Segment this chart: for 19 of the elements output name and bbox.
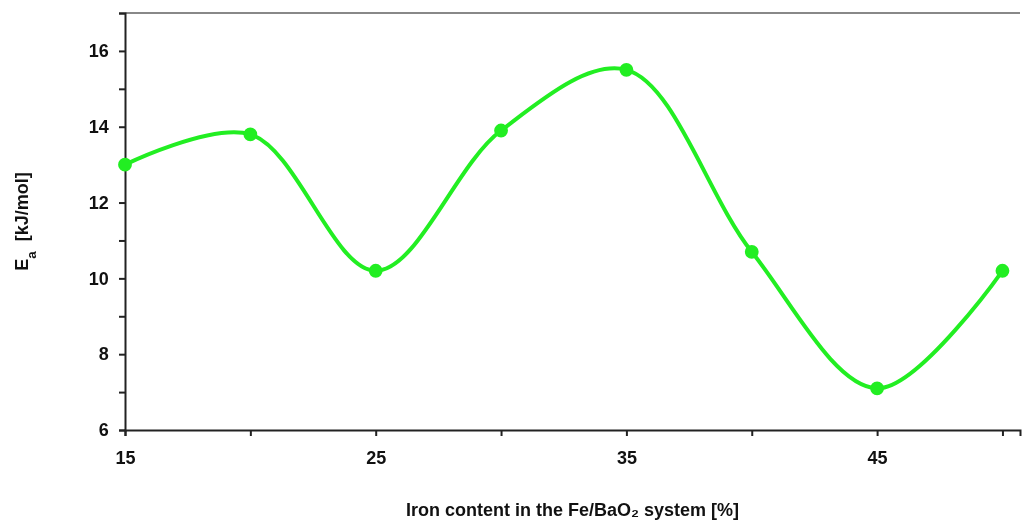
point	[870, 381, 885, 396]
y-tick-label: 10	[88, 268, 109, 289]
point	[744, 244, 759, 259]
x-tick-label: 25	[366, 448, 387, 469]
y-tick-label: 14	[88, 116, 109, 137]
point	[619, 62, 634, 77]
x-tick-label: 45	[867, 448, 888, 469]
point	[494, 123, 508, 138]
y-tick-label: 12	[88, 192, 109, 213]
point	[243, 127, 258, 142]
x-axis-title: Iron content in the Fe/BaO₂ system [%]	[405, 500, 740, 520]
y-tick-label: 6	[98, 420, 109, 441]
point	[368, 263, 383, 278]
y-tick-label: 8	[98, 344, 109, 365]
x-tick-label: 15	[115, 448, 136, 469]
point	[995, 263, 1010, 278]
point	[118, 157, 132, 172]
x-tick-label: 35	[616, 448, 637, 469]
y-tick-label: 16	[88, 41, 109, 62]
